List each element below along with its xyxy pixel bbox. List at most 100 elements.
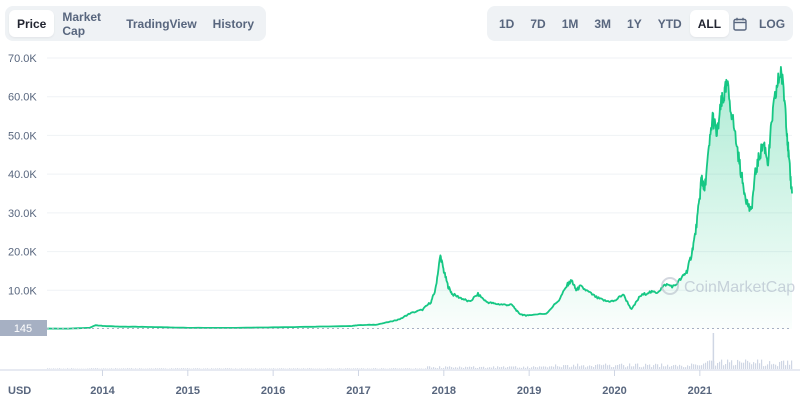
calendar-icon[interactable] — [733, 10, 747, 37]
volume-bar — [425, 368, 427, 369]
volume-bar — [179, 368, 181, 369]
volume-bar — [753, 362, 755, 369]
volume-bar — [363, 368, 365, 369]
volume-bar — [123, 368, 125, 369]
tab-market-cap[interactable]: Market Cap — [62, 9, 102, 38]
volume-bar — [303, 368, 305, 369]
tab-history[interactable]: History — [212, 16, 254, 31]
volume-bar — [177, 368, 179, 369]
volume-bar — [695, 364, 697, 369]
volume-bar — [229, 368, 231, 369]
volume-bar — [95, 368, 97, 369]
volume-bar — [507, 367, 509, 369]
volume-bar — [405, 368, 407, 369]
y-tick-label: 30.0K — [8, 208, 37, 220]
volume-bar — [203, 368, 205, 369]
volume-bar — [131, 368, 133, 369]
volume-bar — [327, 368, 329, 369]
volume-bar — [279, 368, 281, 369]
log-scale-toggle[interactable]: LOG — [759, 16, 786, 31]
volume-bar — [293, 368, 295, 369]
volume-bars — [47, 333, 793, 369]
volume-bar — [649, 364, 651, 369]
volume-bar — [485, 368, 487, 369]
volume-bar — [189, 368, 191, 369]
volume-bar — [319, 368, 321, 369]
volume-bar — [347, 368, 349, 369]
volume-bar — [59, 368, 61, 369]
volume-bar — [171, 368, 173, 369]
volume-bar — [207, 368, 209, 369]
volume-bar — [231, 368, 233, 369]
volume-bar — [57, 368, 59, 369]
volume-bar — [575, 366, 577, 369]
volume-bar — [781, 360, 783, 369]
range-1d[interactable]: 1D — [499, 16, 515, 31]
range-1m[interactable]: 1M — [561, 16, 579, 31]
volume-bar — [543, 366, 545, 369]
y-tick-label: 60.0K — [8, 92, 37, 104]
volume-bar — [599, 364, 601, 369]
volume-bar — [451, 367, 453, 369]
volume-bar — [159, 368, 161, 369]
volume-bar — [471, 367, 473, 369]
volume-bar — [555, 364, 557, 369]
volume-bar — [589, 365, 591, 369]
tab-price[interactable]: Price — [9, 10, 55, 37]
volume-bar — [627, 366, 629, 369]
volume-bar — [505, 367, 507, 369]
volume-bar — [185, 368, 187, 369]
volume-bar — [615, 365, 617, 369]
volume-bar — [655, 363, 657, 369]
volume-bar — [617, 364, 619, 369]
price-area — [47, 66, 792, 330]
volume-bar — [593, 366, 595, 369]
volume-bar — [283, 368, 285, 369]
volume-bar — [461, 367, 463, 369]
chart-view-tabs: Price Market Cap TradingView History — [5, 6, 266, 41]
volume-bar — [483, 366, 485, 369]
volume-bar — [559, 366, 561, 369]
y-tick-label: 40.0K — [8, 169, 37, 181]
volume-bar — [653, 365, 655, 369]
range-3m[interactable]: 3M — [594, 16, 612, 31]
volume-bar — [663, 366, 665, 369]
volume-bar — [381, 368, 383, 369]
volume-bar — [721, 359, 723, 369]
volume-bar — [183, 368, 185, 369]
volume-bar — [353, 368, 355, 369]
volume-bar — [135, 368, 137, 369]
volume-bar — [623, 365, 625, 369]
range-1y[interactable]: 1Y — [627, 16, 642, 31]
volume-bar — [547, 367, 549, 369]
volume-bar — [187, 368, 189, 369]
volume-bar — [439, 366, 441, 369]
range-7d[interactable]: 7D — [530, 16, 546, 31]
volume-bar — [741, 362, 743, 369]
volume-bar — [571, 366, 573, 369]
volume-bar — [519, 367, 521, 369]
volume-bar — [289, 368, 291, 369]
volume-bar — [309, 368, 311, 369]
volume-bar — [737, 359, 739, 369]
volume-bar — [367, 368, 369, 369]
volume-bar — [499, 367, 501, 369]
volume-bar — [619, 364, 621, 369]
volume-bar — [719, 361, 721, 369]
volume-bar — [725, 364, 727, 369]
volume-bar — [635, 363, 637, 369]
volume-bar — [755, 363, 757, 369]
range-ytd[interactable]: YTD — [657, 16, 682, 31]
x-axis-ticks: 2014 2015 2016 2017 2018 2019 2020 2021 — [90, 370, 712, 397]
volume-bar — [459, 366, 461, 369]
tab-tradingview[interactable]: TradingView — [126, 16, 197, 31]
volume-bar — [215, 368, 217, 369]
volume-bar — [687, 365, 689, 369]
volume-bar — [205, 368, 207, 369]
volume-bar — [503, 366, 505, 369]
volume-bar — [175, 368, 177, 369]
volume-bar — [373, 368, 375, 369]
volume-bar — [109, 368, 111, 369]
volume-bar — [129, 368, 131, 369]
range-all[interactable]: ALL — [689, 10, 730, 37]
